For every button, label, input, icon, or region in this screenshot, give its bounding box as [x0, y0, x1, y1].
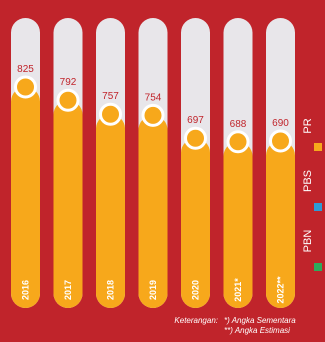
category-label: 2020 — [191, 280, 201, 300]
bar-marker — [99, 102, 122, 126]
bar-group-4: 697 2020 — [181, 18, 210, 308]
category-label: 2021* — [233, 278, 243, 302]
bar-marker — [56, 88, 80, 112]
legend-item-pbs: PBS — [302, 155, 324, 215]
notes-line-2: **) Angka Estimasi — [224, 326, 290, 335]
legend-item-pr: PR — [302, 95, 324, 155]
legend-swatch-pbs — [314, 203, 322, 211]
category-label: 2022** — [276, 276, 286, 304]
bar-chart: 825 2016 792 2017 757 2018 754 2019 697 2020 688 20… — [11, 18, 295, 309]
bar-group-0: 825 2016 — [11, 18, 40, 308]
bar — [96, 114, 125, 308]
value-label: 690 — [272, 118, 289, 129]
legend-label-pbn: PBN — [302, 229, 314, 253]
legend-label-pr: PR — [302, 118, 314, 134]
bar-marker — [226, 130, 250, 154]
bar-marker — [269, 129, 292, 153]
bar — [11, 87, 40, 308]
bar-marker — [14, 75, 37, 99]
legend-swatch-pr — [314, 143, 322, 151]
category-label: 2016 — [21, 280, 31, 300]
bar-marker — [184, 126, 207, 150]
bar-group-6: 690 2022** — [266, 18, 295, 308]
legend: PR PBS PBN — [300, 0, 325, 271]
legend-label-pbs: PBS — [302, 170, 314, 193]
bar — [223, 141, 253, 308]
legend-item-pbn: PBN — [302, 215, 324, 275]
bar-marker — [141, 103, 165, 127]
bar — [181, 138, 210, 308]
category-label: 2017 — [63, 280, 73, 300]
notes-key: Keterangan: — [174, 316, 218, 325]
bar — [138, 115, 168, 309]
bar-group-3: 754 2019 — [138, 18, 168, 309]
bar-group-1: 792 2017 — [53, 18, 83, 308]
legend-swatch-pbn — [314, 263, 322, 271]
chart-notes: Keterangan: *) Angka Sementara **) Angka… — [160, 316, 320, 336]
bar-group-5: 688 2021* — [223, 18, 253, 308]
bar — [53, 100, 83, 308]
bar-group-2: 757 2018 — [96, 18, 125, 308]
bar — [266, 141, 295, 308]
notes-line-1: *) Angka Sementara — [224, 316, 296, 325]
value-label: 688 — [230, 119, 247, 130]
value-label: 697 — [187, 115, 204, 126]
value-label: 792 — [60, 77, 77, 88]
category-label: 2019 — [148, 280, 158, 300]
value-label: 757 — [102, 91, 119, 102]
value-label: 825 — [17, 64, 34, 75]
category-label: 2018 — [106, 280, 116, 300]
value-label: 754 — [145, 92, 162, 103]
